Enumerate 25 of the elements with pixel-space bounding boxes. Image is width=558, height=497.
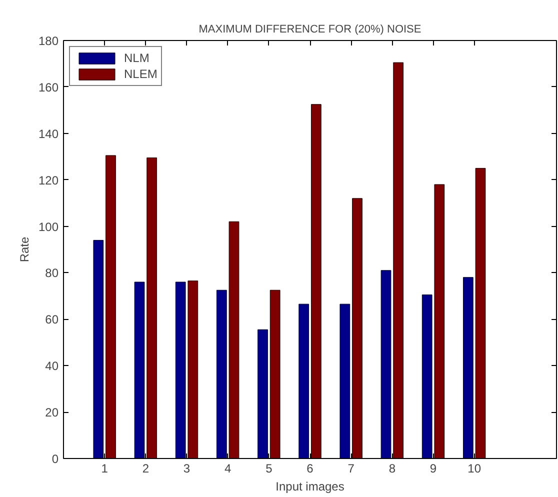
x-tick-label: 1 (101, 462, 108, 476)
y-tick-label: 100 (38, 220, 59, 234)
x-axis-title: Input images (276, 480, 344, 494)
y-tick-label: 60 (45, 312, 59, 327)
y-tick-label: 120 (38, 173, 59, 188)
y-tick-label: 20 (45, 406, 59, 420)
y-tick-label: 80 (45, 266, 59, 280)
y-tick-label: 140 (38, 126, 59, 141)
x-tick-label: 9 (430, 462, 437, 476)
x-tick-label: 3 (183, 462, 190, 476)
x-tick-label: 10 (468, 462, 482, 476)
y-tick-label: 180 (38, 34, 59, 48)
legend-label: NLEM (124, 67, 158, 81)
x-tick-label: 6 (306, 462, 314, 476)
chart-title: MAXIMUM DIFFERENCE FOR (20%) NOISE (198, 24, 422, 36)
legend-label: NLM (124, 51, 150, 65)
y-axis-title: Rate (17, 236, 32, 262)
y-tick-label: 160 (38, 80, 59, 94)
x-tick-label: 5 (266, 462, 273, 476)
x-tick-label: 4 (224, 462, 232, 476)
y-tick-label: 0 (52, 452, 59, 466)
y-tick-label: 40 (45, 359, 59, 374)
x-tick-label: 2 (142, 462, 150, 476)
x-tick-label: 8 (388, 462, 396, 476)
x-tick-label: 7 (348, 462, 355, 476)
